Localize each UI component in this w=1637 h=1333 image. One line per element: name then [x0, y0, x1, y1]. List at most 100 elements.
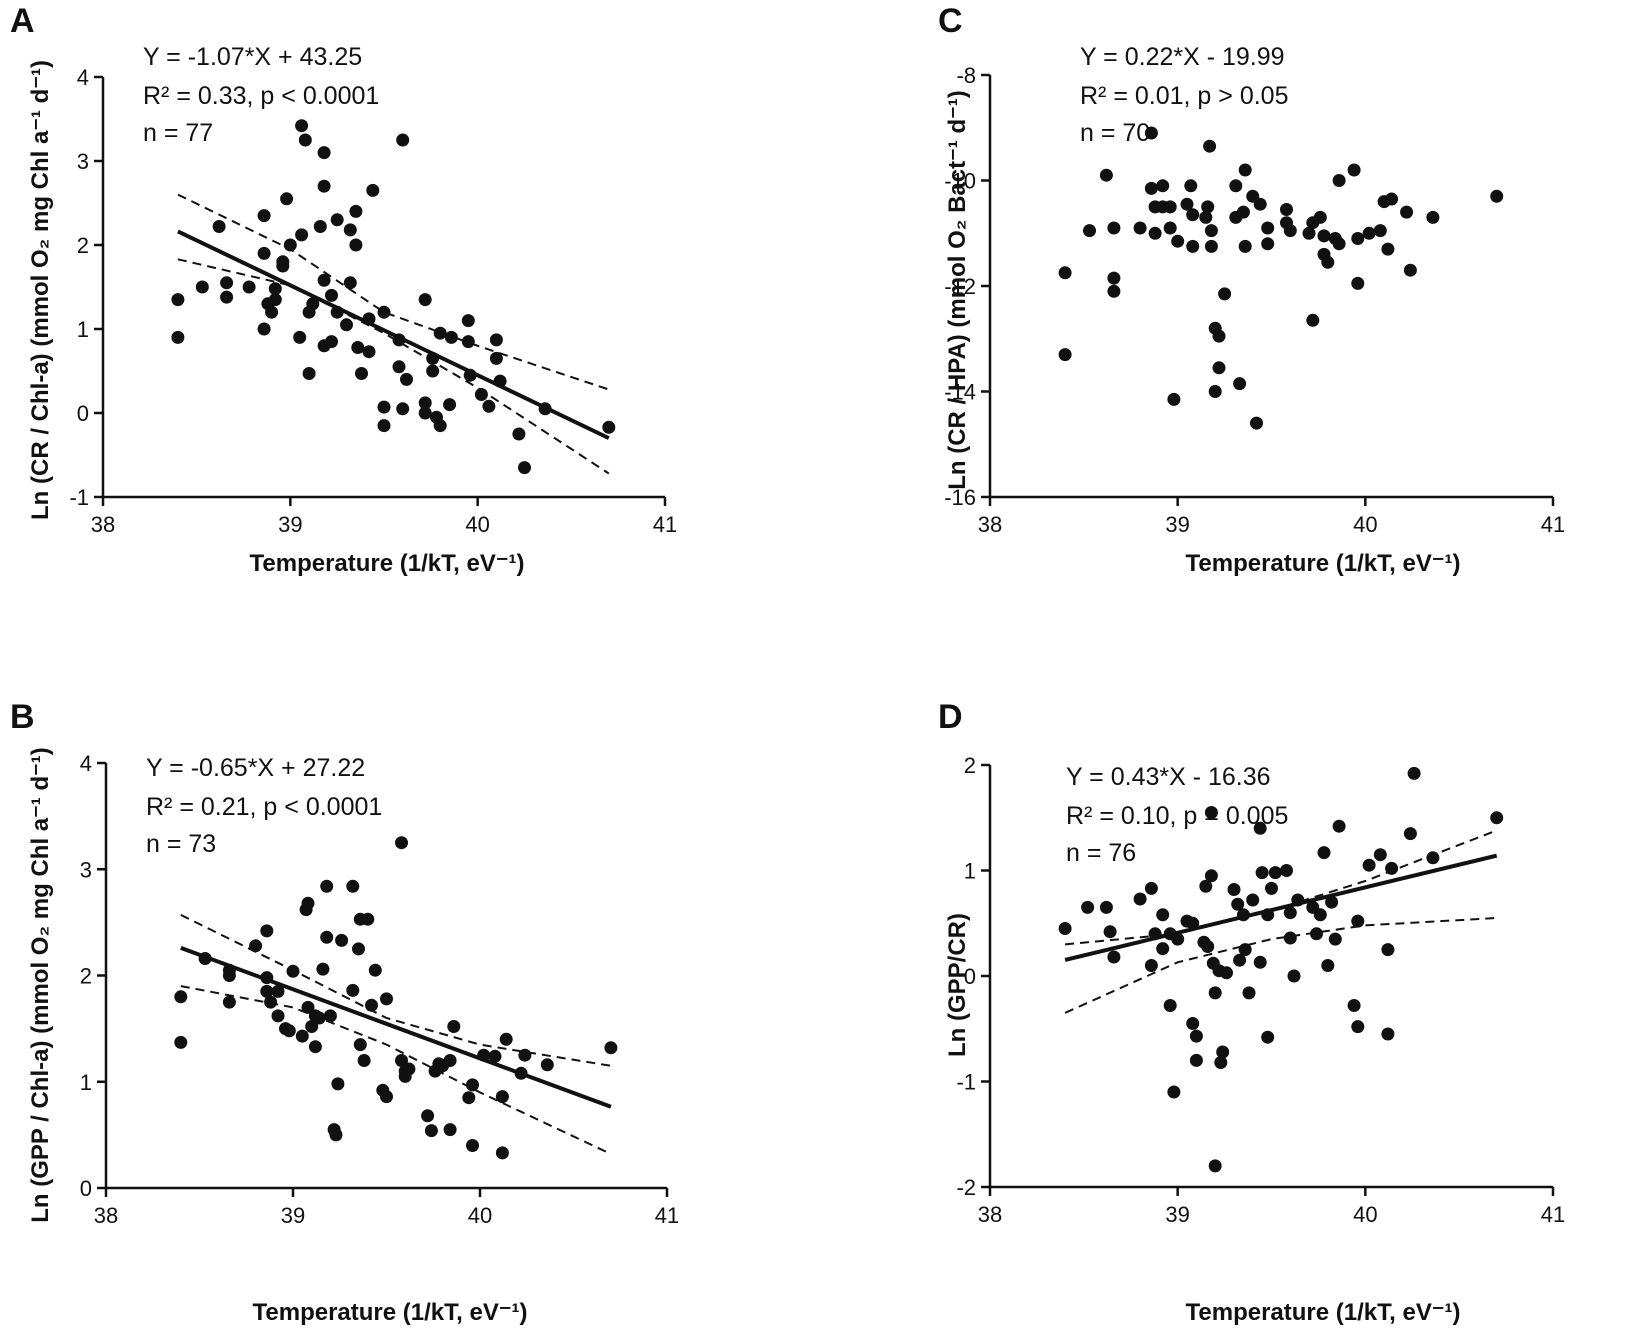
- data-point: [444, 330, 458, 344]
- data-point: [1233, 953, 1247, 967]
- data-point: [518, 461, 531, 475]
- data-point: [1156, 942, 1170, 956]
- data-point: [499, 1032, 513, 1046]
- x-tick-label: 38: [91, 512, 115, 537]
- data-point: [443, 1123, 457, 1137]
- data-point: [1261, 221, 1275, 235]
- data-point: [514, 1066, 528, 1080]
- data-point: [171, 293, 185, 307]
- y-tick-label: 1: [80, 1070, 92, 1095]
- sample-size-label: n = 76: [1066, 839, 1136, 867]
- data-point: [1199, 879, 1213, 893]
- data-point: [402, 1062, 416, 1076]
- data-point: [1242, 986, 1256, 1000]
- data-point: [477, 1048, 491, 1062]
- y-tick-label: 2: [80, 964, 92, 989]
- data-point: [426, 364, 440, 378]
- data-point: [1362, 858, 1376, 872]
- data-point: [260, 924, 274, 938]
- x-tick-label: 38: [978, 512, 1002, 537]
- x-tick-label: 41: [1541, 1202, 1565, 1227]
- data-point: [1381, 1027, 1395, 1041]
- x-tick-label: 40: [465, 512, 489, 537]
- data-point: [1332, 819, 1346, 833]
- data-point: [355, 367, 368, 380]
- data-point: [317, 273, 331, 287]
- data-point: [1186, 1017, 1200, 1030]
- data-point: [1144, 181, 1158, 195]
- data-point: [1253, 821, 1267, 835]
- x-tick-label: 40: [468, 1203, 492, 1228]
- data-point: [1268, 866, 1282, 880]
- data-point: [1283, 906, 1297, 920]
- data-point: [220, 290, 234, 304]
- data-point: [1107, 271, 1121, 285]
- data-point: [365, 998, 378, 1012]
- data-point: [316, 962, 330, 976]
- data-point: [1236, 205, 1250, 219]
- regression-equation: Y = -1.07*X + 43.25: [143, 43, 362, 71]
- data-point: [293, 330, 307, 344]
- data-point: [1233, 377, 1247, 391]
- panel-b: B Y = -0.65*X + 27.22 R² = 0.21, p < 0.0…: [10, 698, 679, 1326]
- data-point: [1186, 916, 1200, 930]
- ci-upper-line: [177, 193, 610, 391]
- data-point: [265, 305, 279, 319]
- data-point: [1201, 200, 1215, 214]
- data-point: [463, 368, 477, 382]
- y-tick-label: -2: [956, 1175, 976, 1200]
- data-point: [493, 374, 507, 388]
- x-axis-title: Temperature (1/kT, eV⁻¹): [253, 1299, 528, 1326]
- data-point: [352, 942, 365, 956]
- data-point: [260, 984, 274, 998]
- data-point: [1265, 881, 1278, 895]
- data-point: [400, 372, 413, 386]
- data-point: [1280, 203, 1293, 216]
- data-point: [1426, 210, 1440, 224]
- data-point: [283, 238, 297, 252]
- data-point: [1189, 1053, 1203, 1067]
- data-point: [1321, 959, 1335, 972]
- data-point: [1216, 1045, 1230, 1059]
- data-point: [1148, 927, 1162, 941]
- data-point: [1214, 1056, 1228, 1069]
- data-point: [377, 419, 391, 433]
- r-squared-label: R² = 0.10, p = 0.005: [1066, 802, 1288, 830]
- data-point: [295, 119, 309, 133]
- y-tick-label: 0: [77, 401, 89, 426]
- panel-label: A: [10, 2, 35, 40]
- data-point: [1189, 1029, 1203, 1043]
- data-point: [271, 1009, 285, 1023]
- data-point: [349, 204, 363, 218]
- data-point: [349, 238, 363, 252]
- ci-lower-line: [180, 985, 612, 1155]
- r-squared-label: R² = 0.01, p > 0.05: [1080, 82, 1288, 110]
- ci-upper-line: [1065, 829, 1498, 946]
- regression-line: [177, 229, 610, 440]
- data-point: [1220, 966, 1233, 980]
- data-point: [323, 1009, 337, 1023]
- data-point: [489, 333, 503, 347]
- sample-size-label: n = 77: [143, 119, 213, 147]
- data-point: [421, 1109, 435, 1123]
- x-tick-label: 39: [1165, 1202, 1189, 1227]
- y-tick-label: 2: [964, 753, 976, 778]
- data-point: [443, 1054, 457, 1067]
- data-point: [462, 1091, 476, 1105]
- y-tick-label: 0: [964, 964, 976, 989]
- data-point: [1171, 932, 1185, 946]
- x-tick-label: 39: [281, 1203, 305, 1228]
- data-point: [1204, 239, 1218, 253]
- data-point: [301, 896, 315, 910]
- data-point: [260, 971, 274, 985]
- panel-a: A Y = -1.07*X + 43.25 R² = 0.33, p < 0.0…: [10, 2, 677, 577]
- data-point: [443, 398, 457, 412]
- panel-label: D: [938, 698, 963, 736]
- data-point: [362, 345, 376, 359]
- data-point: [340, 318, 353, 332]
- data-point: [1246, 893, 1260, 907]
- data-point: [1313, 908, 1327, 922]
- data-point: [171, 330, 185, 344]
- x-tick-label: 41: [1541, 512, 1565, 537]
- data-point: [1229, 179, 1243, 193]
